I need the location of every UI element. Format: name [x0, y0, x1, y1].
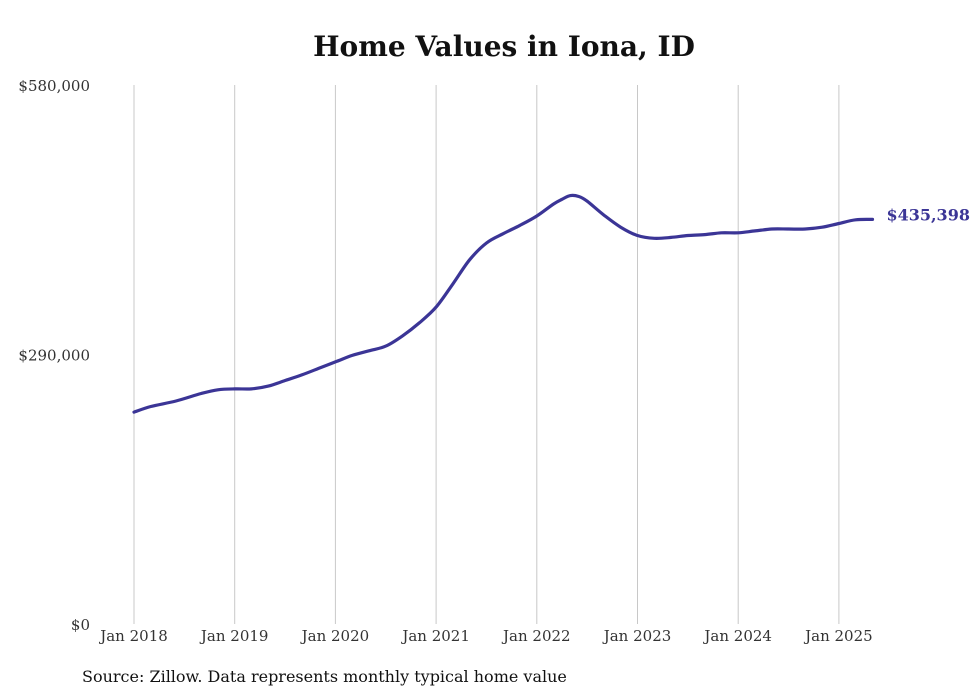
x-tick-label: Jan 2023: [602, 627, 672, 645]
series-line: [132, 193, 875, 414]
x-tick-label: Jan 2021: [400, 627, 470, 645]
chart-title: Home Values in Iona, ID: [313, 30, 695, 63]
x-tick-label: Jan 2025: [803, 627, 873, 645]
x-tick-label: Jan 2018: [98, 627, 168, 645]
x-tick-label: Jan 2019: [199, 627, 269, 645]
y-tick-label: $0: [71, 616, 90, 634]
x-tick-label: Jan 2024: [702, 627, 772, 645]
y-tick-label: $290,000: [18, 347, 90, 365]
x-tick-label: Jan 2022: [501, 627, 571, 645]
y-tick-label: $580,000: [18, 77, 90, 95]
x-tick-label: Jan 2020: [300, 627, 370, 645]
end-value-label: $435,398: [886, 205, 970, 224]
source-note: Source: Zillow. Data represents monthly …: [82, 667, 567, 686]
